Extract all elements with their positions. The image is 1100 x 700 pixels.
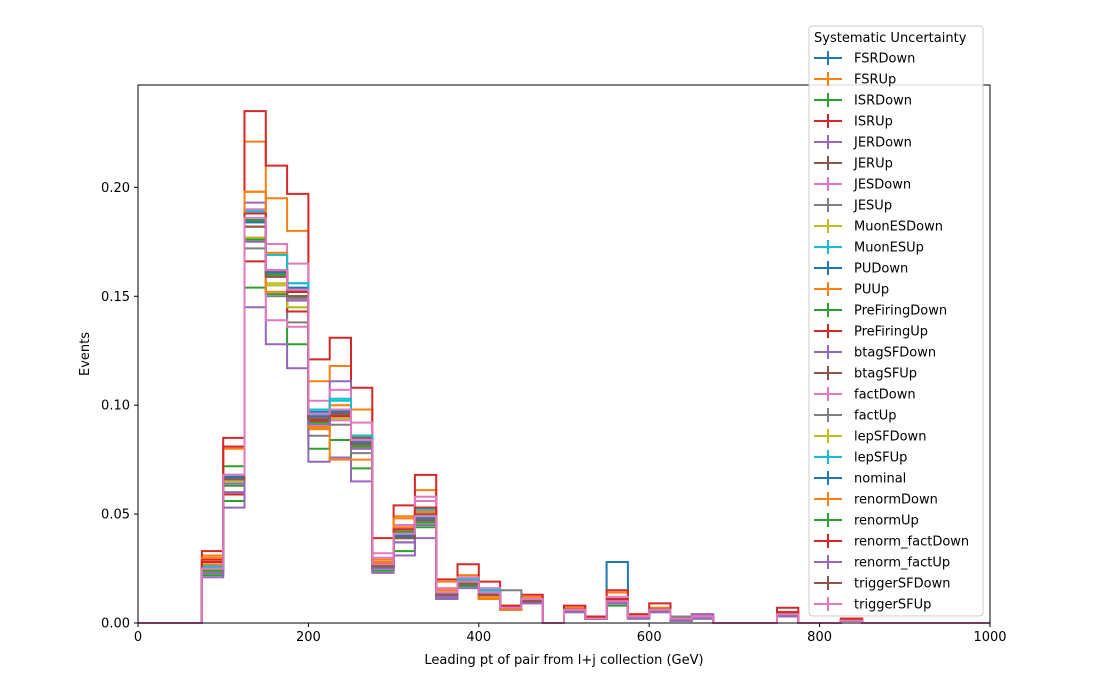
legend-item-triggerSFUp: triggerSFUp bbox=[814, 597, 931, 613]
legend-label: FSRDown bbox=[854, 52, 915, 67]
legend-label: PUUp bbox=[854, 283, 889, 298]
x-tick-label: 800 bbox=[807, 630, 832, 645]
legend-items: FSRDown FSRUp ISRDown ISRUp JERDown JERUp JESD… bbox=[814, 51, 969, 613]
legend-item-factDown: factDown bbox=[814, 387, 916, 403]
legend: Systematic Uncertainty FSRDown FSRUp ISRDo… bbox=[808, 25, 984, 617]
legend-label: PUDown bbox=[854, 262, 908, 277]
legend-label: JERDown bbox=[853, 136, 912, 151]
legend-item-renorm_factDown: renorm_factDown bbox=[814, 534, 969, 550]
legend-item-renormUp: renormUp bbox=[814, 513, 919, 529]
legend-item-lepSFUp: lepSFUp bbox=[814, 450, 907, 466]
y-axis-ticks: 0.00 0.05 0.10 0.15 0.20 bbox=[101, 181, 138, 632]
legend-label: nominal bbox=[854, 472, 906, 487]
legend-label: btagSFDown bbox=[854, 346, 936, 361]
legend-item-nominal: nominal bbox=[814, 471, 906, 487]
legend-label: renormDown bbox=[854, 493, 938, 508]
axes-frame bbox=[137, 84, 991, 624]
legend-label: JESUp bbox=[853, 199, 892, 214]
legend-item-ISRDown: ISRDown bbox=[814, 93, 912, 109]
legend-item-btagSFUp: btagSFUp bbox=[814, 366, 917, 382]
legend-item-PreFiringUp: PreFiringUp bbox=[814, 324, 928, 340]
legend-item-MuonESUp: MuonESUp bbox=[814, 240, 924, 256]
y-tick-label: 0.05 bbox=[101, 508, 130, 523]
legend-label: triggerSFUp bbox=[854, 598, 931, 613]
legend-item-renormDown: renormDown bbox=[814, 492, 938, 508]
legend-item-btagSFDown: btagSFDown bbox=[814, 345, 936, 361]
x-tick-label: 1000 bbox=[973, 630, 1006, 645]
legend-item-PUDown: PUDown bbox=[814, 261, 908, 277]
legend-label: ISRUp bbox=[854, 115, 893, 130]
legend-label: FSRUp bbox=[854, 73, 896, 88]
legend-label: JERUp bbox=[853, 157, 893, 172]
legend-item-ISRUp: ISRUp bbox=[814, 114, 893, 130]
legend-item-FSRDown: FSRDown bbox=[814, 51, 915, 67]
legend-label: PreFiringUp bbox=[854, 325, 928, 340]
y-tick-label: 0.00 bbox=[101, 617, 130, 632]
legend-item-triggerSFDown: triggerSFDown bbox=[814, 576, 950, 592]
legend-label: PreFiringDown bbox=[854, 304, 947, 319]
x-tick-label: 400 bbox=[466, 630, 491, 645]
legend-label: JESDown bbox=[853, 178, 911, 193]
legend-item-PreFiringDown: PreFiringDown bbox=[814, 303, 947, 319]
x-tick-label: 0 bbox=[134, 630, 142, 645]
legend-item-lepSFDown: lepSFDown bbox=[814, 429, 926, 445]
legend-item-PUUp: PUUp bbox=[814, 282, 889, 298]
legend-frame bbox=[808, 25, 984, 617]
legend-item-JESUp: JESUp bbox=[814, 198, 892, 214]
legend-item-JERUp: JERUp bbox=[814, 156, 893, 172]
x-axis-label: Leading pt of pair from l+j collection (… bbox=[424, 653, 703, 668]
legend-label: MuonESDown bbox=[854, 220, 943, 235]
series-layer bbox=[138, 110, 990, 624]
legend-label: btagSFUp bbox=[854, 367, 917, 382]
x-tick-label: 200 bbox=[296, 630, 321, 645]
x-axis-ticks: 0 200 400 600 800 1000 bbox=[134, 623, 1007, 645]
y-tick-label: 0.20 bbox=[101, 181, 130, 196]
legend-item-MuonESDown: MuonESDown bbox=[814, 219, 943, 235]
legend-label: lepSFDown bbox=[854, 430, 926, 445]
legend-label: triggerSFDown bbox=[854, 577, 950, 592]
legend-label: MuonESUp bbox=[854, 241, 924, 256]
y-axis-label: Events bbox=[78, 332, 93, 376]
legend-item-factUp: factUp bbox=[814, 408, 897, 424]
legend-label: ISRDown bbox=[854, 94, 912, 109]
legend-label: renorm_factUp bbox=[854, 556, 950, 571]
y-tick-label: 0.10 bbox=[101, 399, 130, 414]
legend-item-JERDown: JERDown bbox=[814, 135, 912, 151]
legend-label: factDown bbox=[854, 388, 916, 403]
x-tick-label: 600 bbox=[637, 630, 662, 645]
legend-label: renorm_factDown bbox=[854, 535, 969, 550]
series-line-triggerSFUp bbox=[138, 216, 990, 624]
legend-item-FSRUp: FSRUp bbox=[814, 72, 896, 88]
legend-title: Systematic Uncertainty bbox=[814, 31, 967, 46]
legend-item-renorm_factUp: renorm_factUp bbox=[814, 555, 950, 571]
y-tick-label: 0.15 bbox=[101, 290, 130, 305]
legend-label: lepSFUp bbox=[854, 451, 907, 466]
legend-item-JESDown: JESDown bbox=[814, 177, 911, 193]
legend-label: factUp bbox=[854, 409, 897, 424]
legend-label: renormUp bbox=[854, 514, 919, 529]
